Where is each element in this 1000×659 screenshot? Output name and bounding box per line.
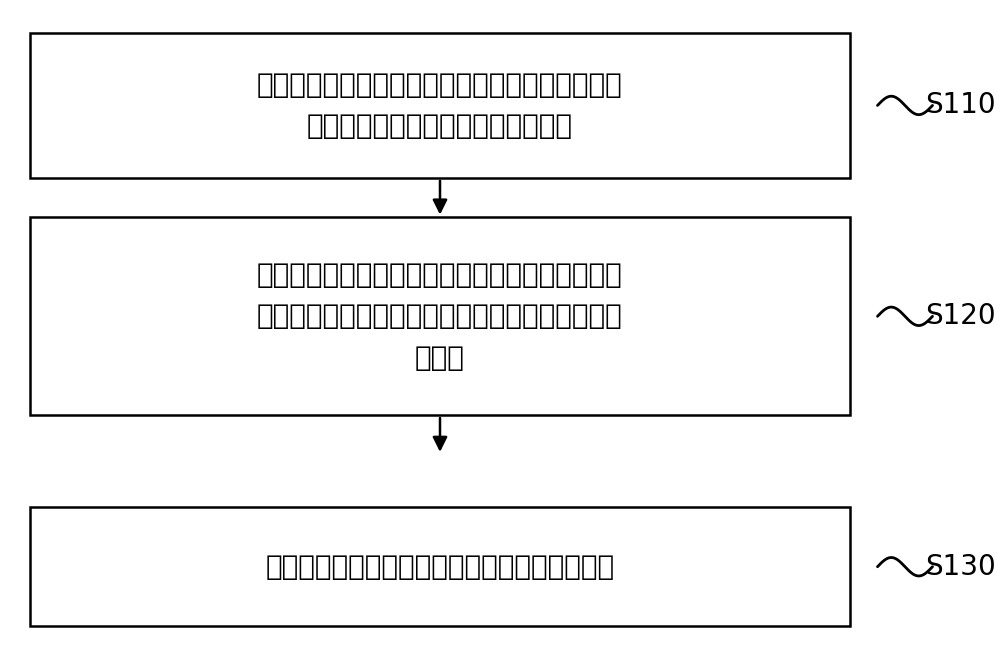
- FancyBboxPatch shape: [30, 507, 850, 626]
- FancyBboxPatch shape: [30, 33, 850, 178]
- Text: 在衬底基板之上形成像素限定层，像素限定层位于
衬底基板之上，覆盖非像素区域，且暴露像素区域
的开口: 在衬底基板之上形成像素限定层，像素限定层位于 衬底基板之上，覆盖非像素区域，且暴…: [257, 261, 623, 372]
- FancyBboxPatch shape: [30, 217, 850, 415]
- Text: 在衬底基板之上依次形成有机发光层和隔离结构: 在衬底基板之上依次形成有机发光层和隔离结构: [265, 553, 615, 581]
- Text: S120: S120: [925, 302, 996, 330]
- Text: S110: S110: [925, 92, 996, 119]
- Text: S130: S130: [925, 553, 996, 581]
- Text: 提供衬底基板，衬底基板的表面设置有至少一个像
素区域和包围像素区域的非像素区域: 提供衬底基板，衬底基板的表面设置有至少一个像 素区域和包围像素区域的非像素区域: [257, 71, 623, 140]
